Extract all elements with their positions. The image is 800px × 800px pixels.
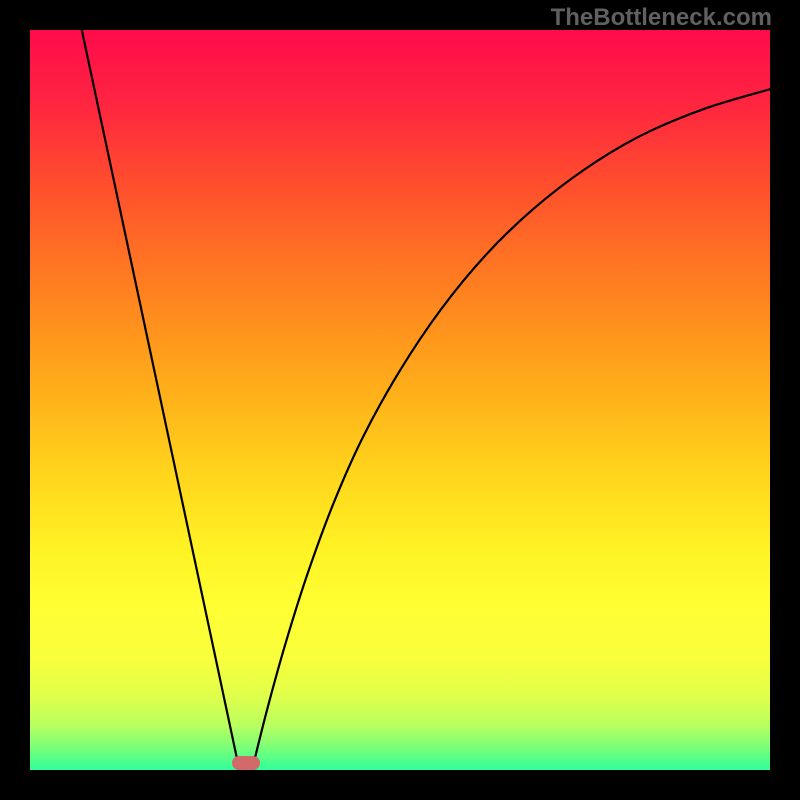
plot-area [30,30,770,770]
chart-container: TheBottleneck.com [0,0,800,800]
curve-layer [30,30,770,770]
watermark-text: TheBottleneck.com [551,4,772,32]
curve-left-branch [82,30,240,770]
curve-right-branch [252,89,770,770]
bottleneck-marker [232,756,260,770]
